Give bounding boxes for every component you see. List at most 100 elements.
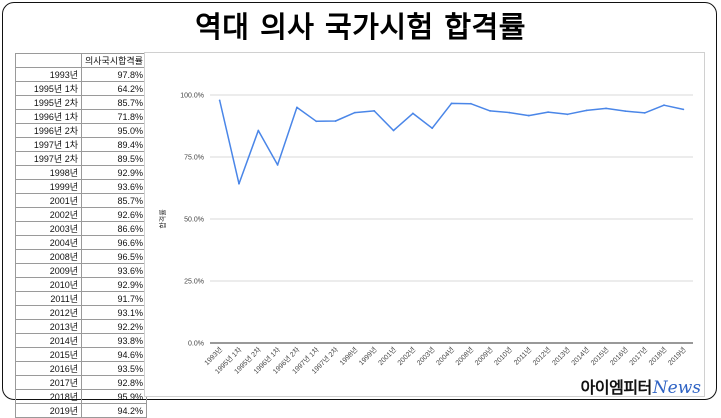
- table-cell-rate: 93.6%: [81, 179, 147, 194]
- x-tick-label: 2013년: [550, 345, 572, 367]
- table-cell-period: 1995년 1차: [15, 81, 82, 96]
- table-cell-rate: 93.8%: [81, 333, 147, 348]
- data-point: [296, 106, 298, 109]
- table-cell-period: 2009년: [15, 263, 82, 278]
- table-cell-rate: 94.2%: [81, 403, 147, 418]
- table-cell-period: 1995년 2차: [15, 95, 82, 110]
- table-cell-period: 1996년 2차: [15, 123, 82, 138]
- table-cell-period: 2012년: [15, 305, 82, 320]
- x-tick-label: 2001년: [376, 345, 398, 367]
- table-row: 2016년 93.5%: [15, 361, 147, 376]
- x-tick-label: 2008년: [453, 345, 475, 367]
- table-cell-rate: 95.9%: [81, 389, 147, 404]
- data-point: [315, 120, 318, 123]
- x-tick-label: 2018년: [647, 345, 669, 367]
- table-cell-rate: 92.2%: [81, 319, 147, 334]
- data-point: [257, 129, 260, 132]
- data-point: [566, 113, 569, 116]
- table-row: 1999년 93.6%: [15, 179, 147, 194]
- data-point: [527, 114, 530, 117]
- table-cell-rate: 93.6%: [81, 263, 147, 278]
- data-point: [682, 108, 685, 111]
- x-tick-label: 2011년: [512, 345, 534, 367]
- y-tick-label: 75.0%: [184, 155, 204, 162]
- table-cell-rate: 92.9%: [81, 165, 147, 180]
- table-cell-rate: 92.8%: [81, 375, 147, 390]
- table-row: 2014년 93.8%: [15, 333, 147, 348]
- data-point: [624, 110, 627, 113]
- table-row: 2013년 92.2%: [15, 319, 147, 334]
- table-row: 2003년 86.6%: [15, 221, 147, 236]
- table-row: 1997년 2차 89.5%: [15, 151, 147, 166]
- table-cell-period: 2001년: [15, 193, 82, 208]
- x-tick-label: 2016년: [608, 345, 630, 367]
- frame: [2, 2, 717, 400]
- y-tick-label: 25.0%: [184, 279, 204, 286]
- table-cell-period: 2019년: [15, 403, 82, 418]
- table-cell-rate: 95.0%: [81, 123, 147, 138]
- table-row: 2004년 96.6%: [15, 235, 147, 250]
- data-table: 의사국시합격률 1993년 97.8% 1995년 1차 64.2% 1995년 2차 8…: [15, 53, 147, 418]
- x-tick-label: 2017년: [627, 345, 649, 367]
- table-row: 2002년 92.6%: [15, 207, 147, 222]
- table-cell-rate: 89.5%: [81, 151, 147, 166]
- data-point: [547, 111, 549, 114]
- table-row: 2012년 93.1%: [15, 305, 147, 320]
- brand-korean: 아이엠피터: [580, 378, 653, 397]
- chart-panel: 0.0% 25.0% 50.0% 75.0% 100.0% 합격률 1993년 1995년 1…: [144, 52, 705, 397]
- table-row: 2008년 96.5%: [15, 249, 147, 264]
- table-row: 2011년 91.7%: [15, 291, 147, 306]
- table-cell-period: 2011년: [15, 291, 82, 306]
- table-cell-period: 2010년: [15, 277, 82, 292]
- table-row: 2009년 93.6%: [15, 263, 147, 278]
- table-cell-period: 1997년 2차: [15, 151, 82, 166]
- x-tick-label: 2019년: [666, 345, 688, 367]
- data-point: [585, 109, 588, 112]
- data-point: [354, 111, 356, 114]
- table-row: 2019년 94.2%: [15, 403, 147, 418]
- table-cell-rate: 92.9%: [81, 277, 147, 292]
- data-point: [508, 111, 511, 114]
- data-point: [450, 102, 453, 105]
- data-point: [663, 104, 665, 107]
- table-cell-period: 1996년 1차: [15, 109, 82, 124]
- table-cell-period: 2004년: [15, 235, 82, 250]
- table-header-cell: 의사국시합격률: [81, 53, 147, 68]
- table-cell-rate: 93.1%: [81, 305, 147, 320]
- data-point: [469, 102, 472, 105]
- x-tick-label: 1999년: [357, 345, 379, 367]
- table-row: 1993년 97.8%: [15, 67, 147, 82]
- data-point: [411, 112, 414, 115]
- table-row: 2017년 92.8%: [15, 375, 147, 390]
- data-point: [431, 127, 434, 130]
- table-cell-period: 2014년: [15, 333, 82, 348]
- x-tick-label: 2004년: [434, 345, 456, 367]
- table-row: 1995년 2차 85.7%: [15, 95, 147, 110]
- x-tick-label: 2009년: [473, 345, 495, 367]
- x-tick-label: 2010년: [492, 345, 514, 367]
- table-header-cell: [15, 53, 82, 68]
- table-cell-rate: 97.8%: [81, 67, 147, 82]
- table-cell-period: 2015년: [15, 347, 82, 362]
- table-row: 2010년 92.9%: [15, 277, 147, 292]
- table-row: 2001년 85.7%: [15, 193, 147, 208]
- data-point: [276, 164, 279, 166]
- table-cell-rate: 85.7%: [81, 193, 147, 208]
- table-cell-rate: 71.8%: [81, 109, 147, 124]
- table-row: 1998년 92.9%: [15, 165, 147, 180]
- table-cell-rate: 64.2%: [81, 81, 147, 96]
- data-point: [373, 109, 376, 112]
- data-point: [334, 120, 337, 122]
- x-tick-label: 1998년: [337, 345, 359, 367]
- table-cell-period: 2018년: [15, 389, 82, 404]
- x-tick-label: 2003년: [415, 345, 437, 367]
- y-tick-label: 100.0%: [180, 93, 204, 100]
- table-row: 1995년 1차 64.2%: [15, 81, 147, 96]
- table-cell-rate: 92.6%: [81, 207, 147, 222]
- x-tick-label: 2014년: [569, 345, 591, 367]
- series-line: [218, 100, 684, 185]
- table-cell-period: 2017년: [15, 375, 82, 390]
- data-point: [238, 182, 240, 185]
- table-row: 1997년 1차 89.4%: [15, 137, 147, 152]
- table-cell-rate: 85.7%: [81, 95, 147, 110]
